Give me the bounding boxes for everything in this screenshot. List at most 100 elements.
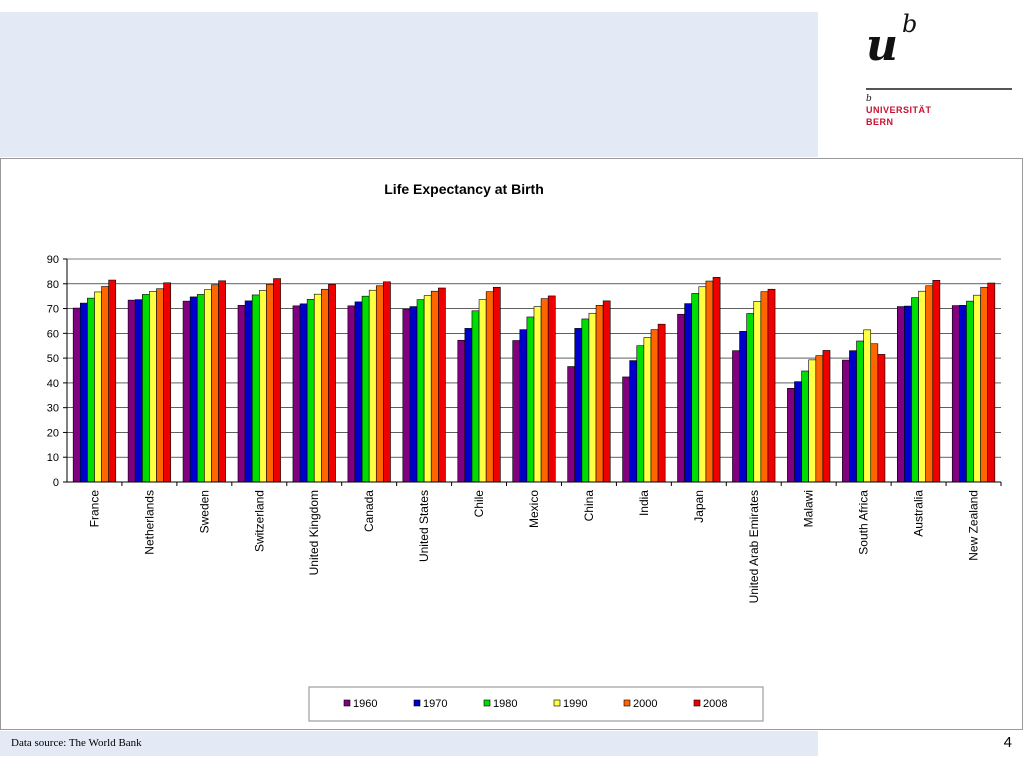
- y-tick-label: 20: [47, 427, 59, 439]
- bar-2000-united-states: [430, 290, 439, 483]
- bar-1970-netherlands: [134, 299, 143, 483]
- bar-2000-china: [595, 305, 604, 483]
- bar-1990-france: [94, 291, 102, 483]
- bar-2000-united-kingdom: [321, 288, 329, 483]
- x-tick-label: United States: [417, 490, 431, 562]
- logo-mark-u: u: [866, 20, 898, 71]
- bar-1990-malawi: [808, 359, 817, 483]
- bar-1980-india: [636, 345, 645, 483]
- bar-2000-new-zealand: [980, 286, 989, 483]
- bar-2008-australia: [932, 280, 941, 483]
- legend-swatch-1970: [413, 699, 421, 707]
- x-tick-label: Australia: [912, 490, 926, 537]
- bar-1990-australia: [918, 290, 926, 483]
- footer-band: [0, 731, 818, 756]
- bar-2000-sweden: [211, 284, 219, 483]
- bar-2000-south-africa: [870, 343, 879, 483]
- bar-2008-new-zealand: [987, 282, 996, 483]
- bar-1980-mexico: [526, 316, 535, 483]
- bar-1990-new-zealand: [973, 294, 981, 483]
- y-tick-label: 80: [47, 279, 59, 291]
- x-tick-label: Netherlands: [142, 490, 156, 555]
- bar-1960-chile: [457, 339, 466, 483]
- x-tick-label: China: [582, 490, 596, 522]
- bar-2008-switzerland: [273, 278, 281, 483]
- bar-1980-united-kingdom: [306, 299, 315, 483]
- bar-1970-united-arab-emirates: [739, 331, 747, 483]
- bar-1980-switzerland: [251, 294, 260, 483]
- bar-1990-canada: [368, 289, 377, 483]
- x-tick-label: Malawi: [802, 490, 816, 527]
- university-logo: u b b UNIVERSITÄT BERN: [866, 10, 1016, 130]
- bar-1980-sweden: [196, 294, 205, 483]
- bar-1990-sweden: [204, 289, 212, 483]
- x-tick-label: Japan: [692, 490, 706, 523]
- bar-1960-canada: [347, 305, 356, 483]
- page-number: 4: [1003, 734, 1012, 751]
- y-tick-label: 30: [47, 403, 59, 415]
- bar-2000-netherlands: [156, 288, 164, 483]
- bar-1960-new-zealand: [951, 305, 960, 483]
- bar-1960-japan: [677, 313, 685, 483]
- x-tick-labels: France Netherlands Sweden Switzerland United…: [87, 490, 980, 604]
- bar-1970-south-africa: [849, 350, 857, 483]
- legend-swatch-1960: [343, 699, 351, 707]
- bar-1980-china: [581, 318, 590, 483]
- y-tick-label: 90: [47, 254, 59, 266]
- legend-swatch-2008: [693, 699, 701, 707]
- bar-1990-india: [643, 337, 652, 483]
- x-tick-label: South Africa: [857, 490, 871, 555]
- bar-2000-chile: [485, 291, 494, 483]
- bar-1990-netherlands: [149, 291, 157, 483]
- bar-2008-sweden: [218, 280, 226, 483]
- bar-1970-chile: [464, 328, 473, 483]
- bar-1960-france: [72, 307, 81, 483]
- legend: 1960 1970 1980 1990 2000 2008: [308, 686, 764, 722]
- bar-2008-canada: [383, 281, 391, 483]
- bar-1960-united-arab-emirates: [732, 350, 740, 483]
- bar-1970-canada: [354, 301, 363, 483]
- x-tick-label: Sweden: [197, 490, 211, 533]
- logo-mark-b: b: [902, 10, 918, 38]
- bar-1980-new-zealand: [966, 300, 974, 483]
- bar-1960-united-states: [402, 308, 411, 483]
- logo-line-bern: BERN: [866, 117, 894, 127]
- y-tick-label: 0: [53, 477, 59, 489]
- bar-1960-india: [622, 376, 630, 483]
- bar-2008-united-states: [438, 287, 446, 483]
- bar-2008-france: [108, 279, 117, 483]
- bar-1980-france: [87, 297, 95, 483]
- bar-2008-japan: [712, 277, 721, 483]
- bar-2000-united-arab-emirates: [760, 291, 769, 483]
- legend-swatch-2000: [623, 699, 631, 707]
- bar-1990-mexico: [533, 306, 542, 483]
- bars: [72, 277, 996, 483]
- bar-1970-france: [79, 302, 88, 483]
- header-band: [0, 12, 818, 157]
- bar-1970-australia: [904, 305, 912, 483]
- bar-2000-canada: [375, 285, 384, 483]
- legend-label-1980: 1980: [493, 698, 517, 710]
- bar-2000-mexico: [540, 298, 549, 483]
- bar-1960-south-africa: [842, 359, 850, 483]
- bar-1980-united-arab-emirates: [746, 313, 755, 483]
- bar-1970-malawi: [794, 381, 802, 483]
- logo-line-universitat: UNIVERSITÄT: [866, 105, 932, 115]
- bar-2000-australia: [925, 285, 934, 483]
- bar-1990-chile: [478, 299, 487, 483]
- bar-2008-south-africa: [877, 354, 886, 483]
- life-expectancy-chart: Life Expectancy at Birth 0 10 20 30 40 50 60 70…: [47, 181, 1002, 722]
- bar-1990-china: [588, 312, 597, 483]
- bar-2008-netherlands: [163, 282, 172, 483]
- legend-label-1960: 1960: [353, 698, 377, 710]
- legend-label-1970: 1970: [423, 698, 447, 710]
- y-tick-label: 70: [47, 304, 59, 316]
- bar-1970-china: [574, 328, 583, 483]
- bar-2008-india: [657, 323, 666, 483]
- legend-box: [308, 686, 764, 722]
- bar-2008-china: [602, 300, 611, 483]
- bar-2000-japan: [705, 280, 714, 483]
- x-tick-label: United Arab Emirates: [747, 490, 761, 603]
- bar-1960-netherlands: [127, 299, 136, 483]
- bar-1990-united-kingdom: [313, 293, 322, 483]
